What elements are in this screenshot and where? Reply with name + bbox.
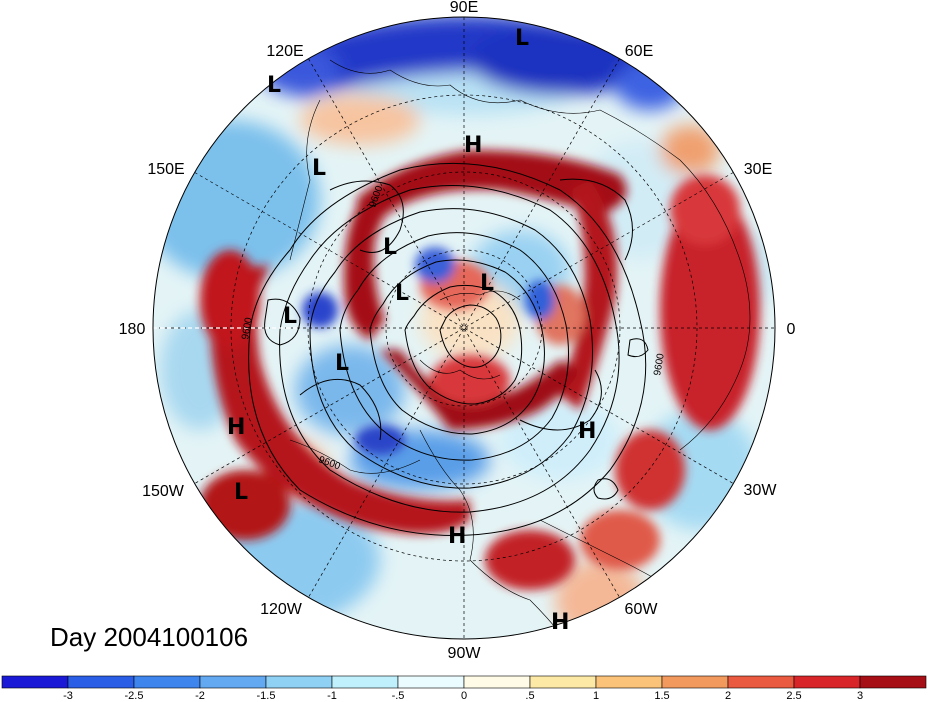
pressure-center-low: L	[480, 271, 494, 296]
colorbar-swatch	[595, 675, 663, 689]
colorbar-swatch	[133, 675, 201, 689]
longitude-label-90w: 90W	[448, 645, 482, 662]
contour-label: 9600	[652, 352, 667, 376]
colorbar-tick-label: 2	[725, 690, 731, 702]
pressure-center-high: H	[448, 524, 466, 549]
map-boundary	[152, 16, 776, 640]
colorbar-swatch	[793, 675, 861, 689]
pressure-center-low: L	[515, 26, 529, 51]
colorbar-swatch	[199, 675, 267, 689]
pressure-center-low: L	[395, 281, 409, 306]
coastlines	[289, 59, 751, 639]
colorbar-swatch	[661, 675, 729, 689]
colorbar-tick-label: -.5	[392, 690, 405, 702]
pressure-center-low: L	[335, 351, 349, 376]
pressure-center-high: H	[551, 610, 569, 635]
height-contours	[248, 162, 649, 536]
colorbar-tick-label: -2.5	[125, 690, 144, 702]
pressure-center-low: L	[312, 156, 326, 181]
pressure-center-high: H	[578, 419, 596, 444]
longitude-label-180: 180	[119, 321, 146, 338]
colorbar-swatch	[67, 675, 135, 689]
colorbar-swatch	[1, 675, 69, 689]
colorbar-swatch	[727, 675, 795, 689]
colorbar-tick-label: 1.5	[654, 690, 669, 702]
colorbar-swatch	[397, 675, 465, 689]
longitude-label-150e: 150E	[147, 161, 184, 178]
pressure-center-low: L	[234, 480, 248, 505]
colorbar-tick-label: -3	[63, 690, 73, 702]
graticule-lines	[153, 17, 775, 639]
colorbar-tick-label: .5	[525, 690, 534, 702]
pressure-center-high: H	[464, 133, 482, 158]
colorbar-swatch	[265, 675, 333, 689]
pressure-centers: L L H L L L L L L H H L H H	[227, 26, 596, 635]
colorbar-tick-label: -1.5	[257, 690, 276, 702]
colorbar-swatch	[463, 675, 531, 689]
longitude-label-30e: 30E	[744, 161, 772, 178]
colorbar-tick-label: 1	[593, 690, 599, 702]
pressure-center-low: L	[383, 235, 397, 260]
longitude-label-150w: 150W	[142, 483, 185, 500]
pressure-center-low: L	[267, 73, 281, 98]
pressure-center-low: L	[283, 304, 297, 329]
colorbar-tick-label: 0	[461, 690, 467, 702]
colorbar: -3 -2.5 -2 -1.5 -1 -.5 0 .5 1 1.5 2 2.5 3	[1, 675, 927, 702]
contour-label: 9600	[240, 316, 255, 340]
longitude-label-90e: 90E	[450, 0, 478, 16]
longitude-labels: 90E 60E 30E 0 30W 60W 90W 120W 150W 180 …	[119, 0, 796, 662]
colorbar-tick-label: 2.5	[786, 690, 801, 702]
longitude-label-120e: 120E	[266, 43, 303, 60]
longitude-label-0: 0	[787, 321, 796, 338]
longitude-label-60e: 60E	[625, 43, 653, 60]
pressure-center-high: H	[227, 415, 245, 440]
colorbar-swatch	[859, 675, 927, 689]
longitude-label-120w: 120W	[260, 601, 303, 618]
colorbar-tick-label: -2	[195, 690, 205, 702]
day-label: Day 2004100106	[50, 622, 248, 652]
longitude-label-30w: 30W	[744, 482, 778, 499]
colorbar-tick-label: 3	[857, 690, 863, 702]
longitude-label-60w: 60W	[625, 601, 659, 618]
colorbar-swatch	[331, 675, 399, 689]
colorbar-tick-label: -1	[327, 690, 337, 702]
colorbar-swatch	[529, 675, 597, 689]
